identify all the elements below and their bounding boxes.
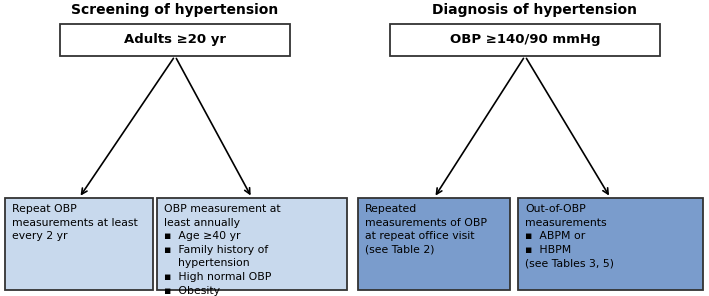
FancyBboxPatch shape (358, 198, 510, 290)
FancyBboxPatch shape (518, 198, 703, 290)
Text: OBP measurement at
least annually
▪  Age ≥40 yr
▪  Family history of
    hyperte: OBP measurement at least annually ▪ Age … (164, 204, 281, 296)
Text: Repeat OBP
measurements at least
every 2 yr: Repeat OBP measurements at least every 2… (12, 204, 138, 241)
Text: Diagnosis of hypertension: Diagnosis of hypertension (432, 3, 637, 17)
Text: Screening of hypertension: Screening of hypertension (72, 3, 279, 17)
FancyBboxPatch shape (5, 198, 153, 290)
Text: Adults ≥20 yr: Adults ≥20 yr (124, 33, 226, 46)
FancyBboxPatch shape (390, 24, 660, 56)
Text: Out-of-OBP
measurements
▪  ABPM or
▪  HBPM
(see Tables 3, 5): Out-of-OBP measurements ▪ ABPM or ▪ HBPM… (525, 204, 614, 268)
FancyBboxPatch shape (157, 198, 347, 290)
Text: OBP ≥140/90 mmHg: OBP ≥140/90 mmHg (450, 33, 601, 46)
FancyBboxPatch shape (60, 24, 290, 56)
Text: Repeated
measurements of OBP
at repeat office visit
(see Table 2): Repeated measurements of OBP at repeat o… (365, 204, 487, 255)
